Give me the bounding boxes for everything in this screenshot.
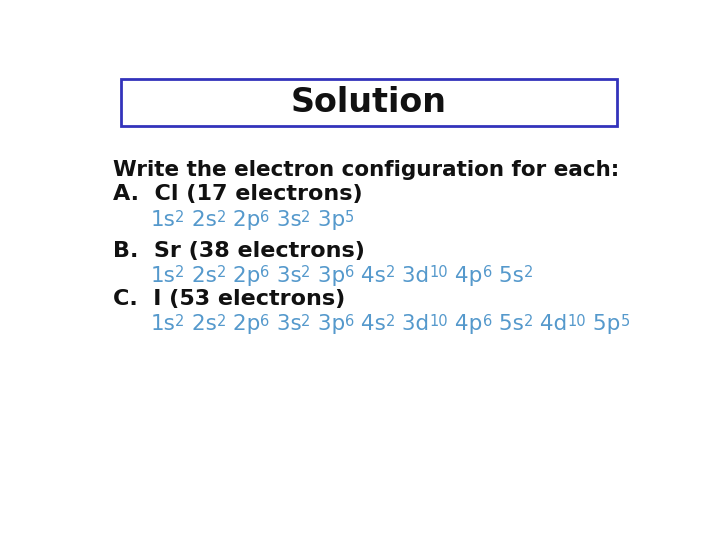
Text: 2p: 2p [226, 314, 261, 334]
Text: 10: 10 [567, 314, 586, 329]
Text: 2: 2 [302, 210, 311, 225]
Text: 2: 2 [176, 265, 185, 280]
Text: 2: 2 [302, 265, 311, 280]
Text: 5p: 5p [586, 314, 621, 334]
Text: C.  I (53 electrons): C. I (53 electrons) [113, 289, 346, 309]
Text: 10: 10 [430, 265, 448, 280]
Text: 2p: 2p [226, 266, 261, 286]
Text: 3p: 3p [311, 266, 345, 286]
Text: B.  Sr (38 electrons): B. Sr (38 electrons) [113, 241, 365, 261]
Text: 2: 2 [523, 265, 533, 280]
Text: 5s: 5s [492, 266, 523, 286]
Text: 4d: 4d [533, 314, 567, 334]
Text: 6: 6 [345, 314, 354, 329]
Text: 3d: 3d [395, 314, 430, 334]
Text: 3p: 3p [311, 211, 345, 231]
Text: 2: 2 [217, 314, 226, 329]
Text: 4s: 4s [354, 314, 386, 334]
Text: 2: 2 [176, 210, 185, 225]
Text: 1s: 1s [150, 211, 176, 231]
Text: A.  Cl (17 electrons): A. Cl (17 electrons) [113, 184, 363, 204]
Text: 6: 6 [482, 265, 492, 280]
FancyBboxPatch shape [121, 79, 617, 126]
Text: 10: 10 [430, 314, 448, 329]
Text: 2s: 2s [185, 266, 217, 286]
Text: 5: 5 [345, 210, 354, 225]
Text: Solution: Solution [291, 86, 447, 119]
Text: 2: 2 [217, 265, 226, 280]
Text: 3s: 3s [269, 314, 302, 334]
Text: 6: 6 [345, 265, 354, 280]
Text: 2p: 2p [226, 211, 261, 231]
Text: 2: 2 [217, 210, 226, 225]
Text: 6: 6 [482, 314, 492, 329]
Text: 3p: 3p [311, 314, 345, 334]
Text: 3d: 3d [395, 266, 430, 286]
Text: 2: 2 [176, 314, 185, 329]
Text: 3s: 3s [269, 266, 302, 286]
Text: 2: 2 [523, 314, 533, 329]
Text: 4p: 4p [448, 266, 482, 286]
Text: 5: 5 [621, 314, 629, 329]
Text: 2: 2 [386, 265, 395, 280]
Text: 5s: 5s [492, 314, 523, 334]
Text: 6: 6 [261, 314, 269, 329]
Text: 2s: 2s [185, 314, 217, 334]
Text: 2s: 2s [185, 211, 217, 231]
Text: 6: 6 [261, 265, 269, 280]
Text: 6: 6 [261, 210, 269, 225]
Text: Write the electron configuration for each:: Write the electron configuration for eac… [113, 160, 619, 180]
Text: 2: 2 [302, 314, 311, 329]
Text: 1s: 1s [150, 314, 176, 334]
Text: 3s: 3s [269, 211, 302, 231]
Text: 2: 2 [386, 314, 395, 329]
Text: 4s: 4s [354, 266, 386, 286]
Text: 4p: 4p [448, 314, 482, 334]
Text: 1s: 1s [150, 266, 176, 286]
